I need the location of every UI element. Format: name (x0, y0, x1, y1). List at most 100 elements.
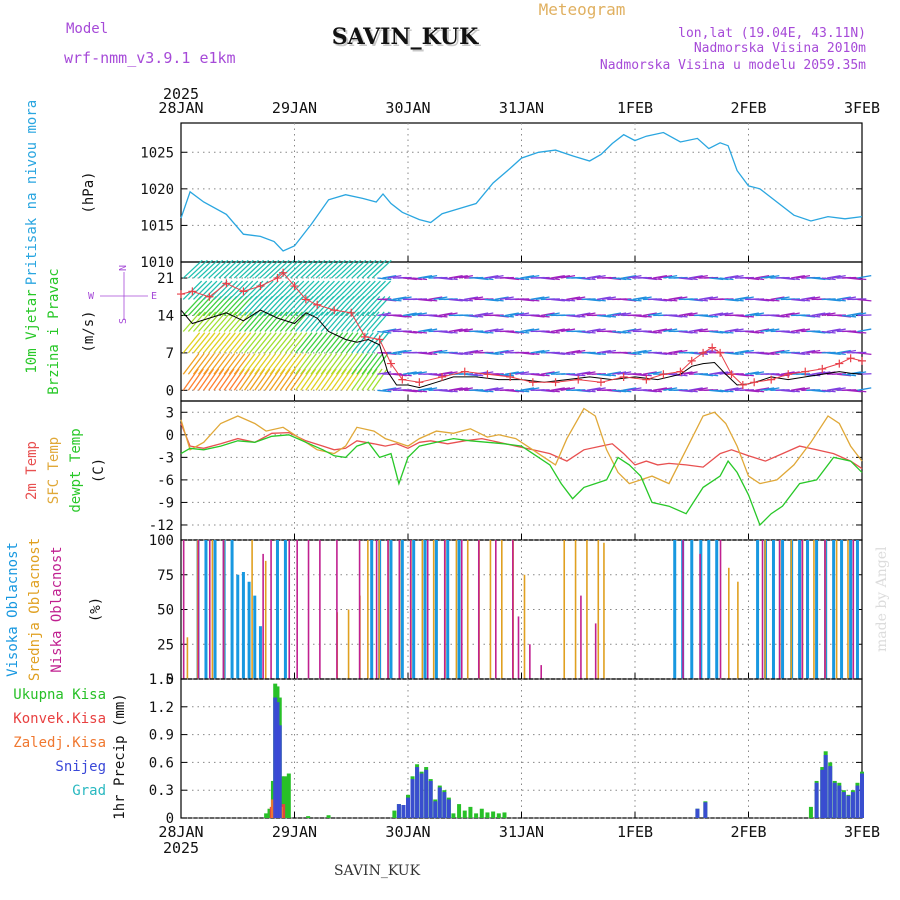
wind-barb (346, 280, 366, 300)
precip-bar (451, 813, 456, 818)
precip-bar (502, 812, 507, 818)
wind-barb (361, 280, 381, 300)
wind-barb (842, 349, 857, 354)
wind-barb (366, 368, 383, 391)
wind-barb (857, 274, 872, 279)
wind-barb (264, 368, 281, 391)
wind-barb (540, 371, 555, 375)
wind-barb (335, 368, 352, 391)
wind-barb (765, 328, 780, 333)
precip-legend-item: Konvek.Kisa (13, 711, 106, 727)
wind-barb (213, 280, 233, 300)
wind-barb (407, 371, 422, 375)
wind-barb (244, 368, 261, 391)
wind-barb (831, 328, 846, 333)
model-label: Model (66, 21, 108, 37)
precip-bar (457, 804, 462, 818)
wind-barb (289, 368, 306, 391)
wind-barb (433, 373, 448, 377)
panel-label-clouds: Visoka Oblacnost (5, 542, 21, 677)
wind-barb (198, 311, 217, 332)
wind-barb (330, 280, 351, 300)
precip-bar (406, 797, 410, 818)
wind-barb (642, 312, 657, 317)
wind-barb (351, 280, 371, 300)
precip-bar (474, 813, 479, 818)
wind-barb (668, 349, 683, 354)
wind-barb (336, 296, 355, 316)
wind-barb (734, 349, 749, 354)
wind-barb (284, 311, 303, 332)
wind-barb (218, 353, 236, 375)
wind-barb (581, 371, 596, 375)
wind-barb (305, 259, 326, 279)
wind-barb (203, 332, 221, 354)
wind-barb (647, 312, 662, 317)
wind-barb (274, 353, 292, 375)
wind-barb (264, 332, 282, 354)
wind-barb (591, 298, 606, 302)
precip-bar (860, 773, 864, 818)
wind-barb (325, 296, 345, 316)
precip-bar (281, 804, 286, 818)
wind-barb (366, 280, 386, 300)
wind-barb (325, 280, 346, 300)
wind-barb (330, 311, 349, 332)
wind-barb (244, 311, 263, 332)
wind-barb (279, 296, 299, 316)
gust-marker (642, 375, 651, 384)
wind-barb (418, 274, 433, 279)
wind-barb (550, 387, 565, 391)
precip-bar (491, 811, 496, 818)
wind-barb (729, 274, 744, 279)
wind-barb (785, 330, 800, 334)
wind-barb (852, 389, 867, 393)
wind-barb (724, 328, 739, 333)
precip-bar (275, 702, 280, 818)
y-tick-label: 0 (166, 383, 174, 399)
wind-barb (627, 352, 642, 355)
y-tick-label: 100 (149, 533, 174, 549)
wind-barb (806, 349, 821, 354)
precip-bar (850, 792, 855, 818)
gust-marker (846, 354, 855, 363)
wind-barb (382, 274, 397, 279)
wind-barb (663, 352, 678, 355)
wind-barb (346, 353, 363, 375)
wind-barb (647, 277, 663, 281)
wind-barb (213, 296, 233, 316)
wind-barb (187, 259, 208, 279)
precip-legend-item: Snijeg (55, 759, 106, 775)
y-tick-label: -6 (157, 473, 174, 489)
wind-barb (300, 259, 321, 279)
wind-barb (831, 352, 846, 355)
wind-barb (673, 314, 688, 318)
wind-barb (811, 371, 826, 375)
bottom-date-label: 31JAN (499, 823, 544, 841)
wind-barb (223, 280, 243, 300)
wind-barb (811, 312, 826, 317)
wind-barb (228, 332, 247, 354)
wind-barb (637, 296, 652, 301)
wind-barb (223, 368, 240, 391)
wind-barb (581, 312, 596, 317)
wind-barb (228, 353, 246, 375)
wind-barb (714, 312, 729, 317)
wind-barb (377, 330, 392, 334)
wind-barb (290, 280, 310, 300)
wind-barb (744, 371, 759, 375)
wind-barb (259, 296, 279, 316)
wind-barb (693, 352, 709, 355)
panel-label-precip: 1hr Precip (mm) (112, 693, 128, 819)
wind-barb (218, 311, 237, 332)
wind-barb (254, 280, 274, 300)
wind-barb (300, 353, 317, 375)
wind-barb (284, 353, 302, 375)
wind-barb (433, 314, 448, 318)
wind-barb (269, 368, 286, 391)
wind-barb (341, 259, 362, 279)
wind-barb (295, 368, 312, 391)
wind-barb (249, 296, 268, 316)
wind-barb (238, 368, 255, 391)
wind-barb (658, 328, 673, 333)
